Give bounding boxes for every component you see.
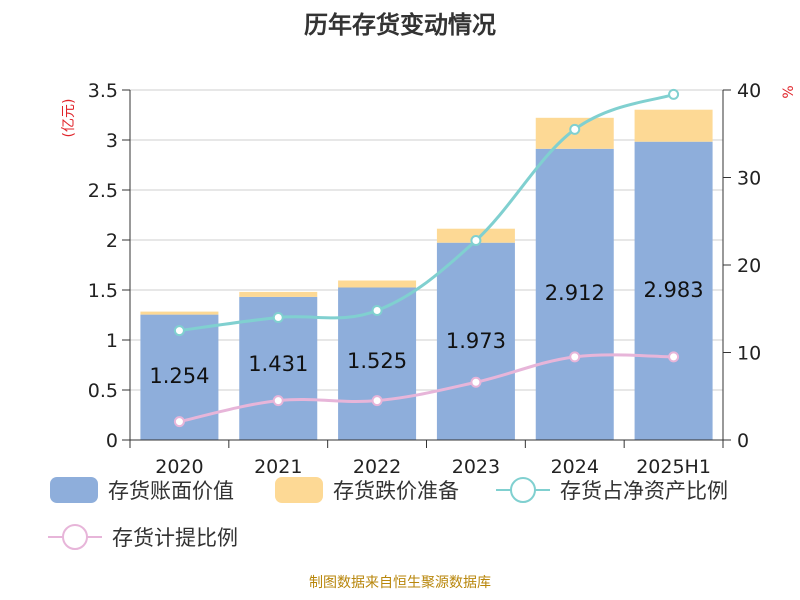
data-labels-group: 1.254 1.431 1.525 1.973 2.912 2.983 — [149, 278, 703, 388]
left-axis-tick-label: 3.5 — [88, 80, 118, 102]
source-footnote: 制图数据来自恒生聚源数据库 — [309, 575, 491, 591]
bars-group — [140, 109, 713, 441]
left-axis-tick-label: 0.5 — [88, 380, 118, 402]
line-net-asset-ratio-point — [470, 235, 482, 246]
lines-group — [173, 88, 680, 428]
line-provision-ratio-point — [371, 395, 383, 407]
line-provision-ratio-point — [668, 351, 680, 363]
line-net-asset-ratio-point — [173, 325, 185, 337]
bar-data-label: 1.525 — [347, 349, 407, 373]
line-provision-ratio-point — [470, 376, 482, 388]
bar-book-value — [634, 141, 713, 440]
bar-data-label: 1.431 — [248, 352, 308, 376]
bar-impairment-provision — [140, 311, 219, 315]
right-axis-tick-label: 20 — [737, 255, 761, 277]
legend-swatch — [50, 477, 98, 503]
legend-marker — [510, 477, 536, 503]
x-axis-tick-label: 2021 — [254, 456, 302, 478]
legend-label: 存货跌价准备 — [333, 479, 459, 503]
left-axis-tick-label: 3 — [106, 130, 118, 152]
x-axis-tick-label: 2023 — [452, 456, 500, 478]
left-axis-unit-label: (亿元) — [61, 99, 77, 138]
axes-group: 0 0.5 1 1.5 2 2.5 3 3.5 0 10 20 30 40 2020 2021 2022 202… — [88, 80, 761, 478]
bar-data-label: 1.254 — [149, 364, 209, 388]
left-axis-tick-label: 1 — [106, 330, 118, 352]
line-provision-ratio-point — [173, 416, 185, 428]
legend-swatch — [275, 477, 323, 503]
bar-data-label: 1.973 — [446, 329, 506, 353]
bar-book-value — [535, 148, 614, 441]
bar-impairment-provision — [338, 280, 417, 288]
chart-title: 历年存货变动情况 — [304, 11, 496, 39]
right-axis-tick-label: 10 — [737, 343, 761, 365]
right-axis-unit-label: % — [781, 85, 797, 98]
x-axis-tick-label: 2025H1 — [636, 456, 711, 478]
bar-data-label: 2.983 — [644, 278, 704, 302]
line-provision-ratio-point — [272, 395, 284, 407]
left-axis-tick-label: 2.5 — [88, 180, 118, 202]
line-provision-ratio-point — [569, 351, 581, 363]
right-axis-tick-label: 0 — [737, 430, 749, 452]
left-axis-tick-label: 0 — [106, 430, 118, 452]
x-axis-tick-label: 2022 — [353, 456, 401, 478]
legend-marker — [62, 524, 88, 550]
left-axis-tick-label: 1.5 — [88, 280, 118, 302]
bar-book-value — [436, 242, 515, 440]
line-net-asset-ratio-point — [371, 305, 383, 316]
x-axis-tick-label: 2020 — [155, 456, 203, 478]
legend-label: 存货计提比例 — [112, 526, 238, 550]
bar-impairment-provision — [634, 109, 713, 142]
right-axis-tick-label: 40 — [737, 80, 761, 102]
bar-impairment-provision — [239, 291, 318, 297]
line-net-asset-ratio-point — [569, 123, 581, 135]
gridlines — [130, 89, 723, 391]
line-net-asset-ratio-point — [272, 312, 284, 323]
legend-label: 存货账面价值 — [108, 479, 234, 503]
left-axis-tick-label: 2 — [106, 230, 118, 252]
line-net-asset-ratio-point — [668, 88, 680, 100]
x-axis-tick-label: 2024 — [551, 456, 599, 478]
bar-data-label: 2.912 — [545, 281, 605, 305]
right-axis-tick-label: 30 — [737, 168, 761, 190]
legend-label: 存货占净资产比例 — [560, 479, 728, 503]
